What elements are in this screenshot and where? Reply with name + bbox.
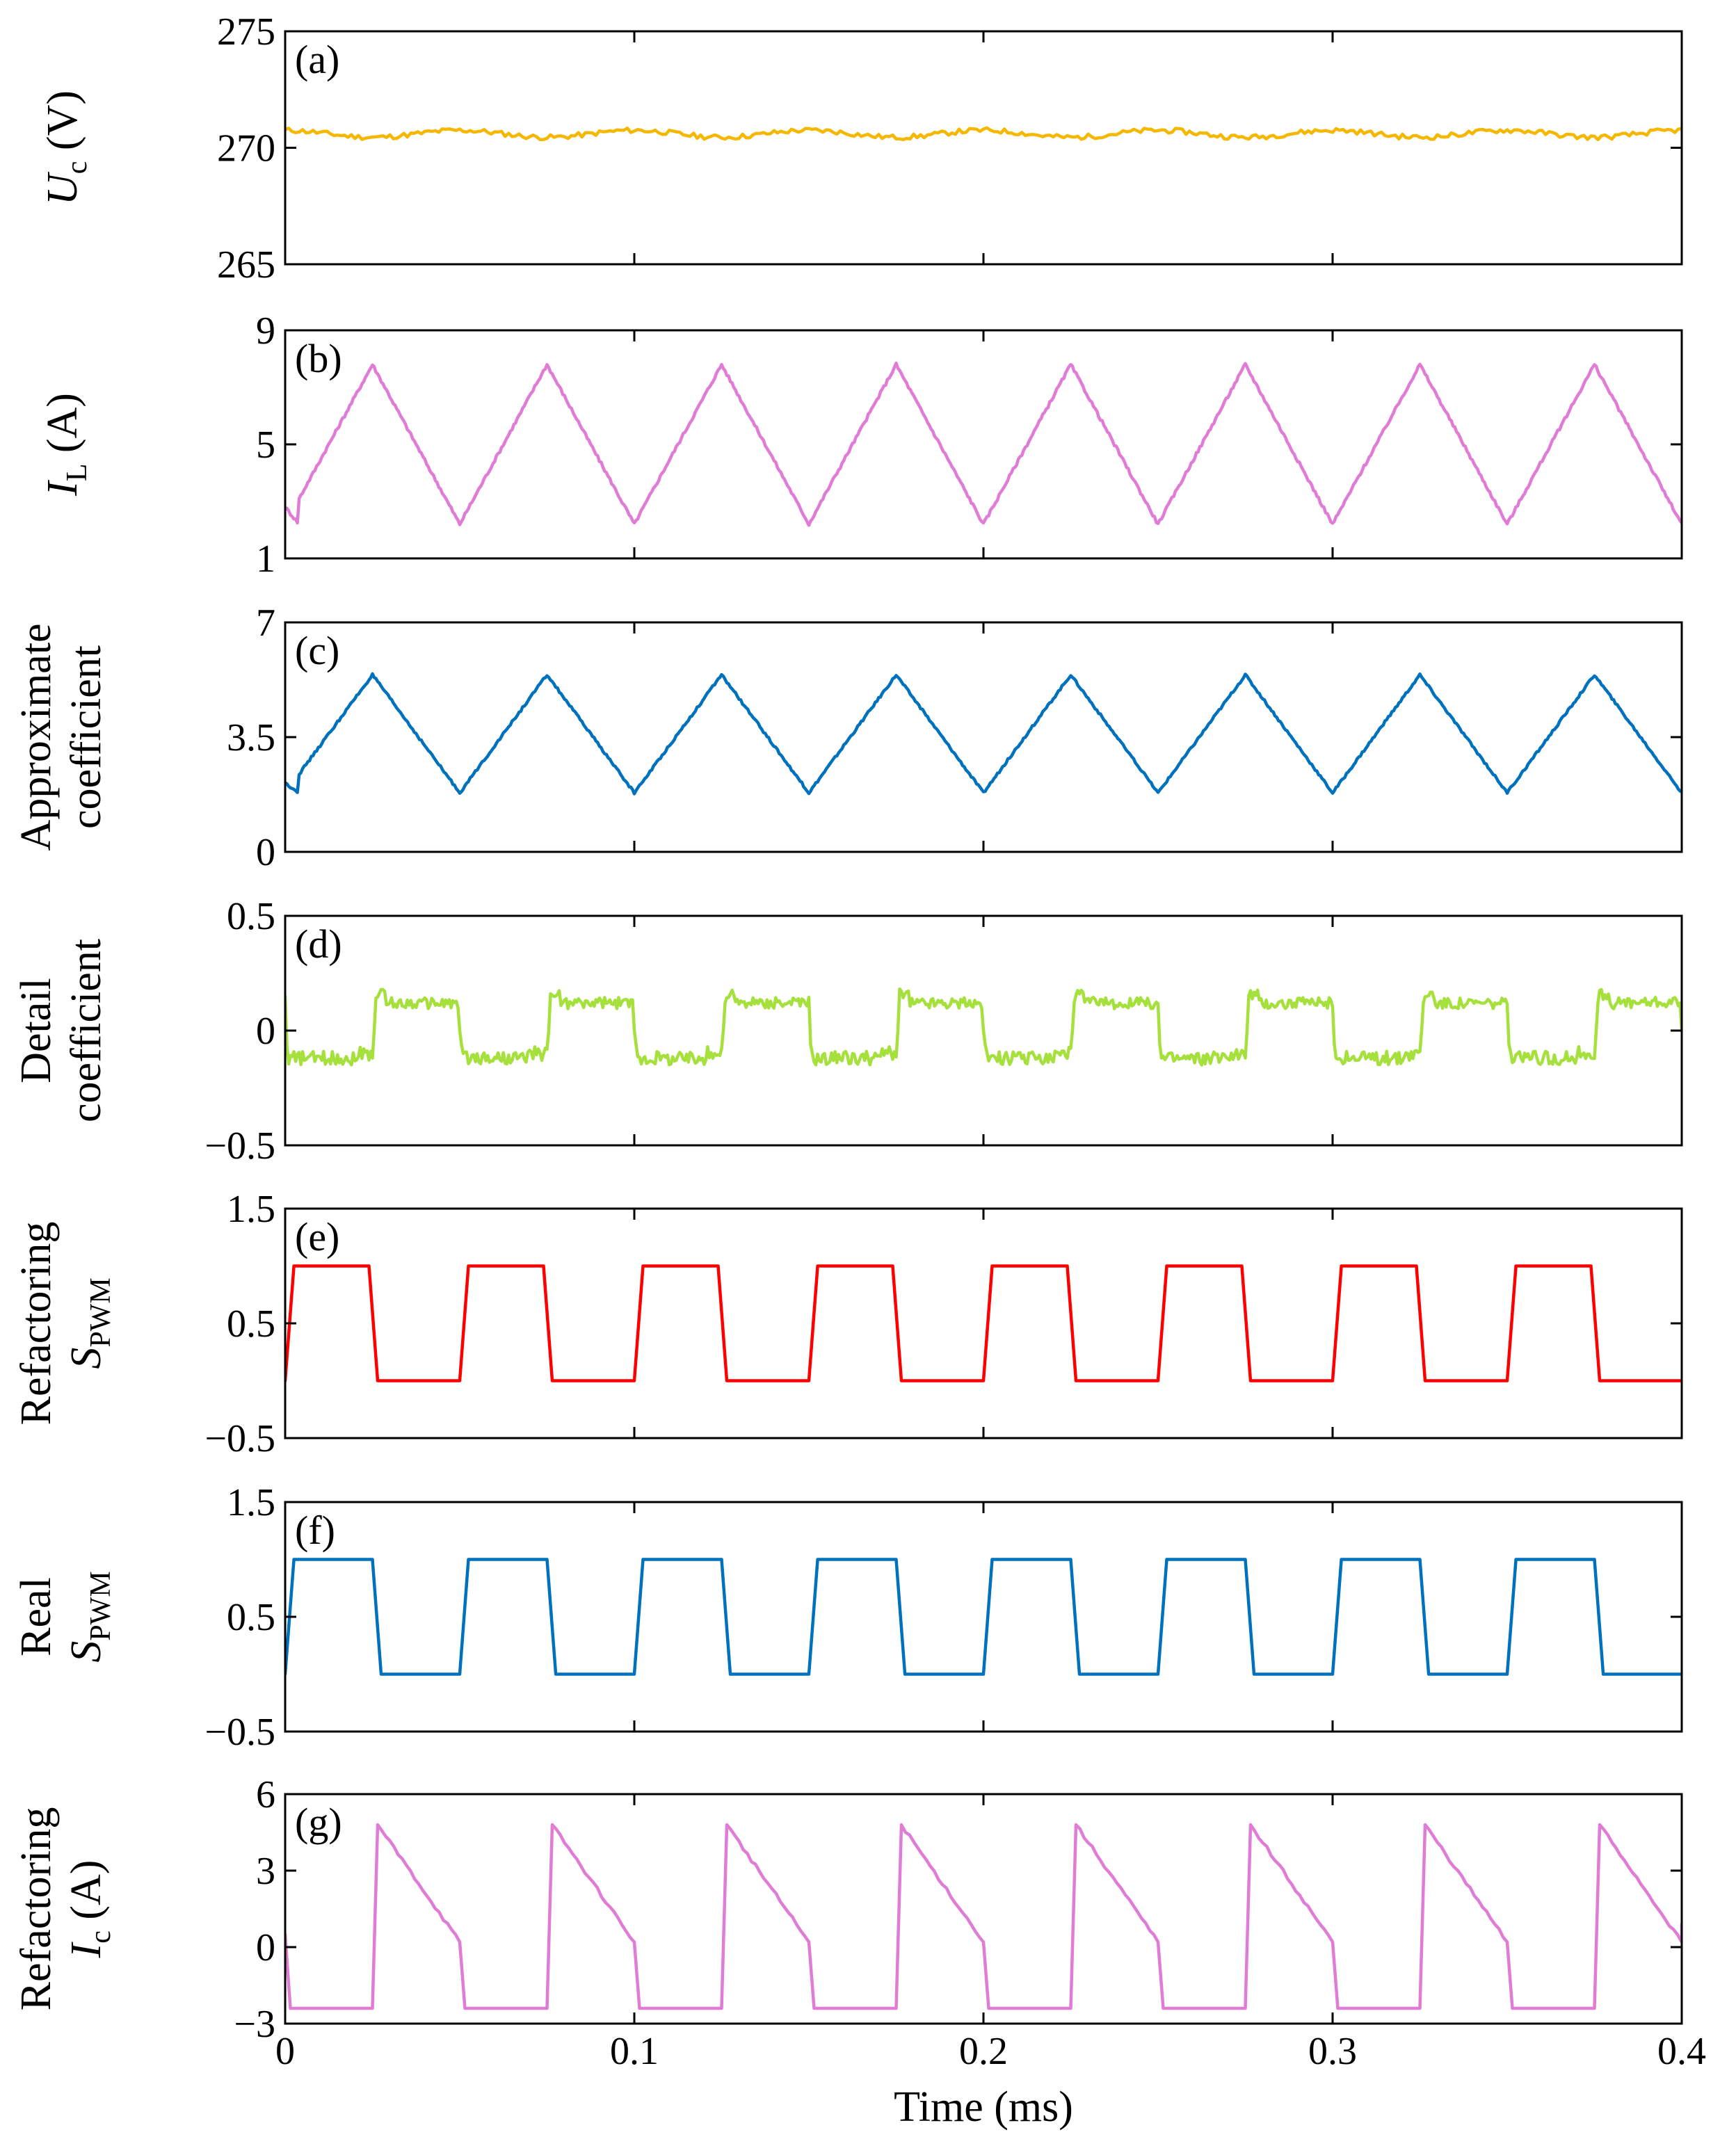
panel-e: −0.5 0.5 1.5 (e) Refactoring SPWM [13, 1188, 1683, 1460]
ytick-label: −0.5 [204, 1124, 275, 1168]
panel-f: −0.5 0.5 1.5 (f) Real SPWM [13, 1481, 1683, 1754]
ytick-label: 7 [256, 602, 275, 645]
ytick-label: 0.5 [227, 895, 275, 938]
ytick-label: 0.5 [227, 1596, 275, 1639]
ytick-label: 270 [217, 127, 275, 170]
ylabel-segment: Refactoring [13, 1222, 60, 1426]
ytick-label: −3 [234, 2003, 275, 2046]
x-axis-title: Time (ms) [894, 2083, 1073, 2131]
ylabel-line: SPWM [63, 1277, 117, 1369]
panel-label: (f) [295, 1508, 335, 1553]
panel-d: −0.5 0 0.5 (d) Detail coefficient [13, 895, 1683, 1168]
panel-label: (e) [295, 1214, 339, 1259]
ylabel-line: Real [13, 1577, 60, 1656]
ylabel-segment: c [85, 1930, 117, 1944]
ylabel-segment: S [63, 1641, 110, 1663]
series-line-a [285, 126, 1682, 142]
ylabel-segment: coefficient [63, 939, 110, 1122]
series-line-g [285, 1823, 1682, 2010]
ylabel-segment: PWM [85, 1277, 117, 1347]
ytick-label: 1.5 [227, 1481, 275, 1524]
ytick-label: 3.5 [227, 716, 275, 759]
ylabel-segment: (A) [63, 1860, 110, 1931]
ytick-label: 0.5 [227, 1302, 275, 1346]
ylabel-segment: c [61, 161, 93, 175]
ylabel-segment: (V) [39, 90, 86, 161]
series-line-b [285, 361, 1682, 527]
xtick-label: 0.1 [610, 2030, 659, 2073]
ylabel-segment: Detail [13, 978, 60, 1083]
ytick-label: 0 [256, 1926, 275, 1969]
ylabel-segment: U [39, 171, 86, 205]
ylabel-line: Uc (V) [39, 90, 93, 205]
ylabel-line: Refactoring [13, 1807, 60, 2011]
ylabel-segment: coefficient [63, 645, 110, 829]
ytick-label: −0.5 [204, 1417, 275, 1460]
xtick-label: 0.4 [1657, 2030, 1706, 2073]
panel-label: (a) [295, 37, 339, 82]
axes-frame-e [284, 1207, 1683, 1439]
ytick-label: 6 [256, 1773, 275, 1816]
ylabel-line: coefficient [63, 645, 110, 829]
series-line-f [285, 1558, 1682, 1676]
panel-label: (d) [295, 921, 342, 967]
series-line-e [285, 1264, 1682, 1382]
ylabel-segment: Approximate [13, 623, 60, 850]
xtick-label: 0 [275, 2030, 295, 2073]
panel-a: 265 270 275 (a) Uc (V) [39, 10, 1683, 287]
series-line-d [285, 987, 1682, 1067]
ylabel-segment: I [63, 1941, 110, 1958]
ylabel-segment: (A) [39, 393, 86, 464]
ylabel-segment: Real [13, 1577, 60, 1656]
axes-frame-f [284, 1501, 1683, 1733]
panel-label: (g) [295, 1800, 342, 1845]
panel-label: (b) [295, 336, 342, 381]
panel-c: 0 3.5 7 (c) Approximate coefficient [13, 602, 1683, 874]
panel-g: −3 0 3 6 (g) Refactoring Ic (A) [13, 1773, 1683, 2046]
ytick-label: 1.5 [227, 1188, 275, 1231]
ylabel-segment: S [63, 1348, 110, 1369]
ytick-label: 0 [256, 831, 275, 874]
series-line-c [285, 672, 1682, 796]
ylabel-line: Approximate [13, 623, 60, 850]
ylabel-segment: Refactoring [13, 1807, 60, 2011]
ytick-label: 5 [256, 423, 275, 467]
ylabel-line: Refactoring [13, 1222, 60, 1426]
ytick-label: 9 [256, 309, 275, 353]
ylabel-segment: PWM [85, 1571, 117, 1640]
ylabel-line: coefficient [63, 939, 110, 1122]
panel-b: 1 5 9 (b) IL (A) [39, 309, 1683, 581]
ylabel-segment: I [39, 479, 86, 497]
ylabel-line: Ic (A) [63, 1860, 117, 1959]
xtick-label: 0.3 [1308, 2030, 1357, 2073]
ytick-label: 1 [256, 538, 275, 581]
ytick-label: 3 [256, 1850, 275, 1893]
axes-frame-c [284, 621, 1683, 853]
axes-frame-g [284, 1793, 1683, 2025]
ytick-label: 275 [217, 10, 275, 54]
axes-frame-a [284, 30, 1683, 266]
ytick-label: 0 [256, 1010, 275, 1053]
ylabel-line: SPWM [63, 1571, 117, 1662]
xtick-label: 0.2 [959, 2030, 1008, 2073]
ylabel-line: Detail [13, 978, 60, 1083]
ylabel-line: IL (A) [39, 393, 93, 497]
ytick-label: −0.5 [204, 1711, 275, 1754]
ytick-label: 265 [217, 243, 275, 287]
ylabel-segment: L [61, 464, 93, 482]
panel-label: (c) [295, 628, 339, 673]
